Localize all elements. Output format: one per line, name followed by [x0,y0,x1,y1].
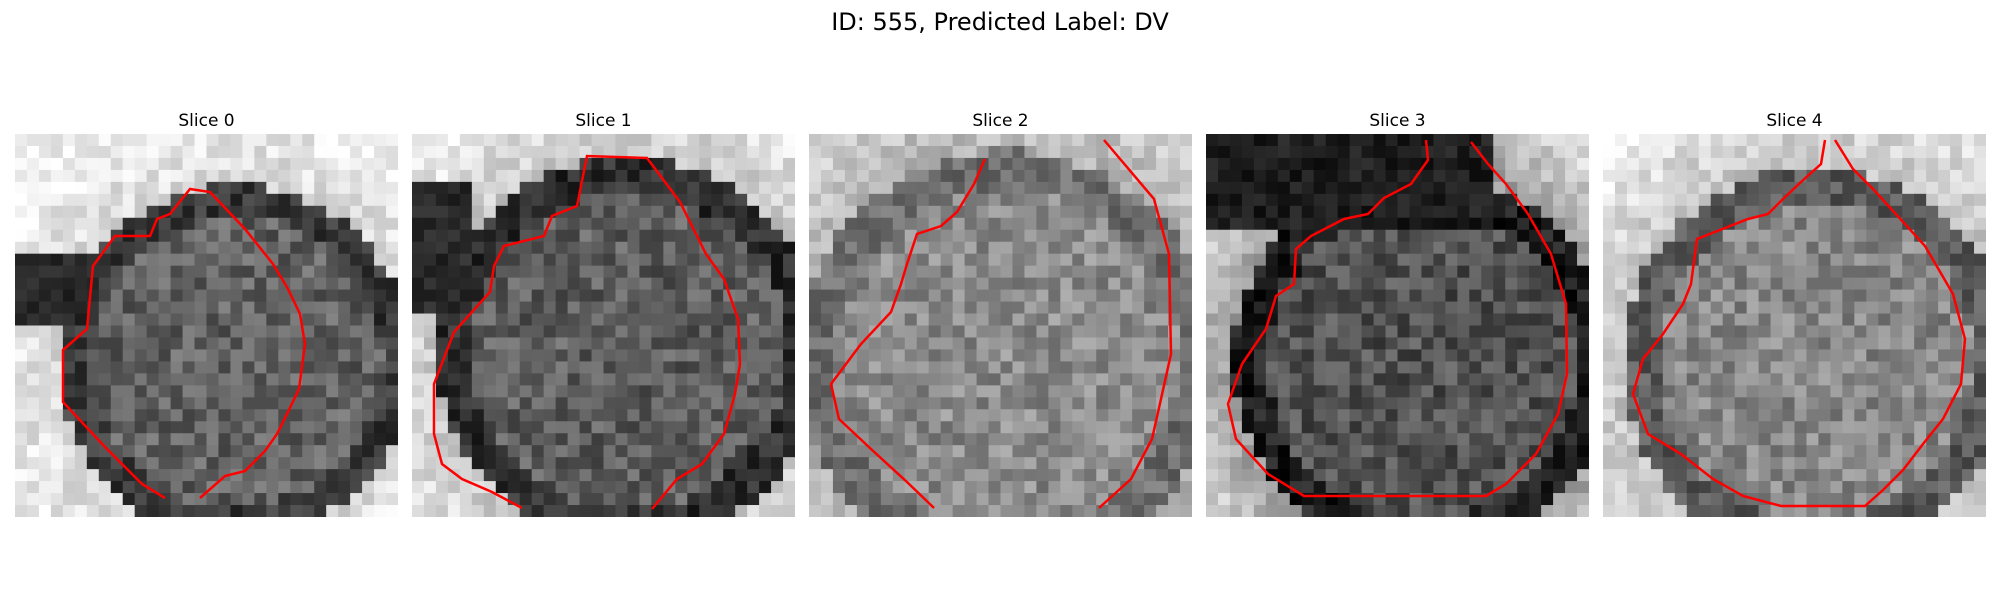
slice-image-4 [1603,134,1986,517]
slice-panel-2: Slice 2 [809,108,1192,517]
slice-title-3: Slice 3 [1369,111,1426,131]
contour-line-4 [1631,139,1967,508]
slice-title-1: Slice 1 [575,111,632,131]
slice-image-0 [15,134,398,517]
slice-title-0: Slice 0 [178,111,235,131]
contour-line-0 [61,187,307,500]
contour-line-2b [1098,139,1173,509]
contour-line-2 [829,158,987,509]
slice-image-1 [412,134,795,517]
slice-title-4: Slice 4 [1766,111,1823,131]
contour-line-1 [432,154,742,510]
slice-image-3 [1206,134,1589,517]
slice-panel-1: Slice 1 [412,108,795,517]
slice-image-2 [809,134,1192,517]
figure-title: ID: 555, Predicted Label: DV [831,8,1169,36]
slice-title-2: Slice 2 [972,111,1029,131]
slice-panel-4: Slice 4 [1603,108,1986,517]
slice-panel-0: Slice 0 [15,108,398,517]
slice-panel-3: Slice 3 [1206,108,1589,517]
contour-line-3 [1226,139,1569,498]
